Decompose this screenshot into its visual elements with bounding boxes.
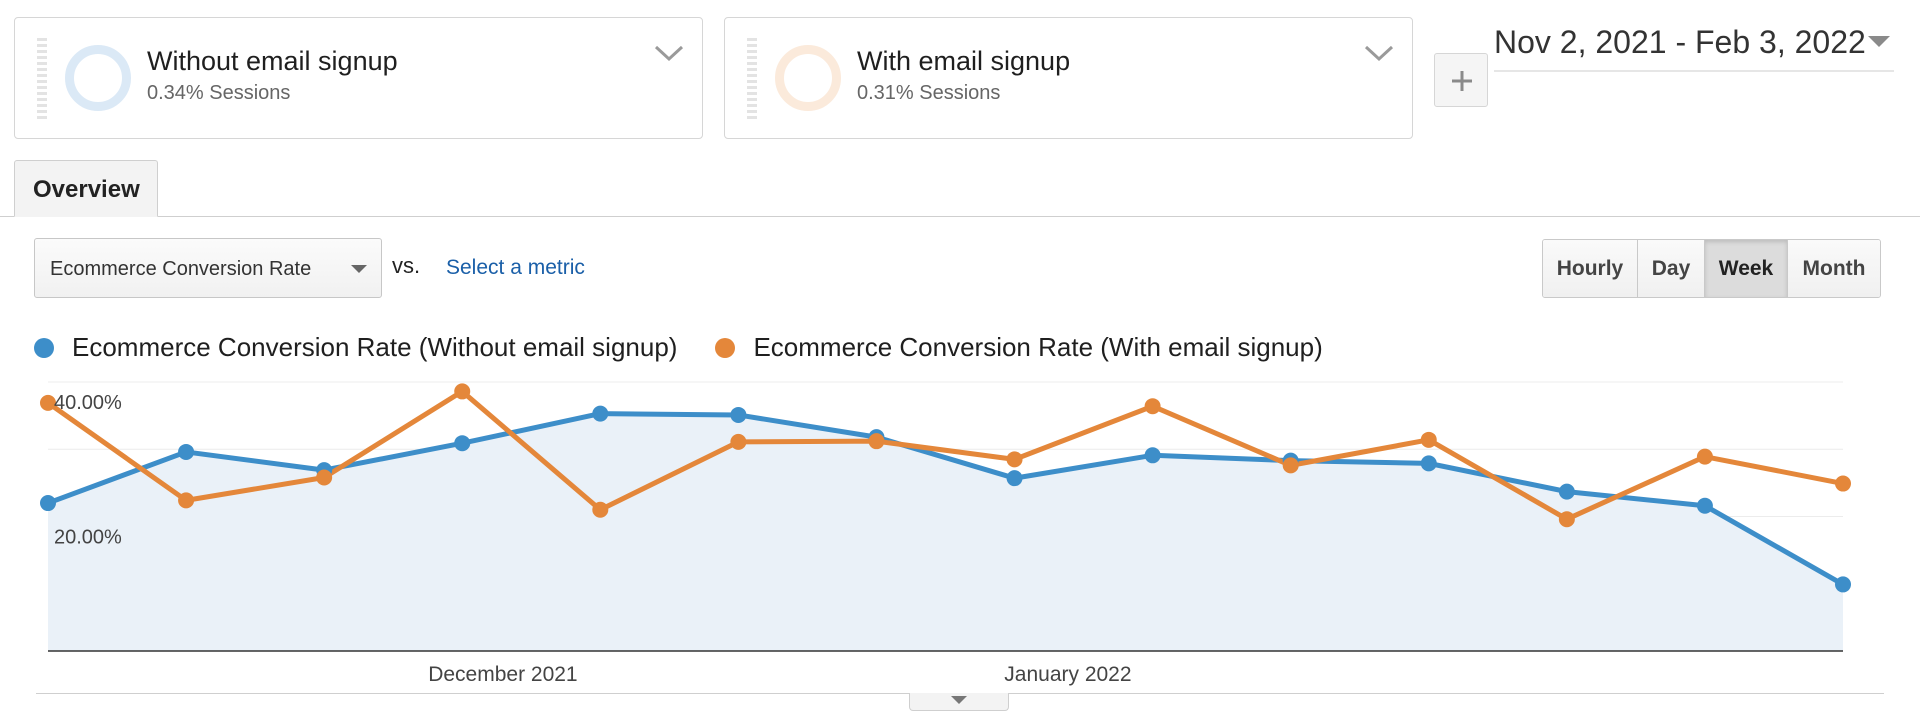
data-point [1835,475,1851,492]
caret-down-icon [951,696,967,704]
data-point [1835,576,1851,593]
legend-marker [34,337,54,358]
data-point [1696,448,1713,465]
data-point [730,433,747,450]
plus-icon [1452,71,1472,91]
caret-down-icon [351,265,367,273]
series-line [46,388,1844,522]
week-button[interactable]: Week [1705,240,1788,297]
expand-chart-button[interactable] [909,693,1009,711]
day-button[interactable]: Day [1638,240,1705,297]
data-point [1420,431,1437,448]
legend-item-with[interactable]: Ecommerce Conversion Rate (With email si… [715,332,1323,363]
data-point [1006,470,1023,487]
data-point [1144,447,1161,464]
data-point [1558,511,1575,528]
data-point [592,501,609,518]
legend-label: Ecommerce Conversion Rate (Without email… [72,332,678,362]
data-point [40,394,56,411]
month-button[interactable]: Month [1788,240,1880,297]
data-point [316,462,333,479]
period-toggle-group: Hourly Day Week Month [1542,239,1881,298]
data-point [1282,457,1299,474]
add-segment-button[interactable] [1434,53,1488,107]
legend-marker [715,337,736,358]
segment-card-without-email-signup[interactable]: Without email signup 0.34% Sessions [14,17,703,139]
data-point [1006,451,1023,468]
segment-card-with-email-signup[interactable]: With email signup 0.31% Sessions [724,17,1413,139]
tab-divider [0,216,1920,217]
y-tick-label: 40.00% [54,392,122,414]
metric-dropdown[interactable]: Ecommerce Conversion Rate [34,238,382,298]
segment-sessions: 0.31% Sessions [857,82,1001,104]
segment-name: With email signup [857,46,1071,76]
select-metric-link[interactable]: Select a metric [446,256,585,279]
segment-donut-icon [775,45,841,111]
data-point [178,492,195,509]
chart-legend: Ecommerce Conversion Rate (Without email… [34,332,1361,363]
data-point [1420,455,1437,472]
data-point [730,406,747,423]
data-point [1282,452,1299,469]
data-point [1144,398,1161,415]
x-tick-label: January 2022 [1004,663,1131,686]
y-tick-label: 20.00% [54,527,122,549]
segment-name: Without email signup [147,46,398,76]
series-line [47,411,1845,587]
data-point [454,435,471,452]
legend-item-without[interactable]: Ecommerce Conversion Rate (Without email… [34,332,677,363]
data-point [454,383,471,400]
data-point [868,433,885,450]
series-area [48,413,1843,651]
segment-donut-icon [65,45,131,111]
drag-handle-icon[interactable] [747,38,757,122]
data-point [592,405,609,422]
x-tick-label: December 2021 [428,663,577,686]
metric-dropdown-value: Ecommerce Conversion Rate [50,258,312,280]
chevron-down-icon[interactable] [652,40,686,66]
data-point [178,443,195,460]
data-point [40,495,56,512]
data-point [316,469,333,486]
data-point [1696,497,1713,514]
hourly-button[interactable]: Hourly [1543,240,1638,297]
chevron-down-icon[interactable] [1362,40,1396,66]
tab-label: Overview [33,176,140,203]
caret-down-icon [1868,36,1890,47]
drag-handle-icon[interactable] [37,38,47,122]
vs-label: vs. [392,253,421,278]
data-point [868,429,885,446]
data-point [1558,483,1575,500]
date-range-picker[interactable]: Nov 2, 2021 - Feb 3, 2022 [1494,22,1894,72]
legend-label: Ecommerce Conversion Rate (With email si… [753,332,1323,362]
segment-sessions: 0.34% Sessions [147,82,291,104]
tab-overview[interactable]: Overview [14,160,158,217]
date-range-text: Nov 2, 2021 - Feb 3, 2022 [1494,24,1866,60]
